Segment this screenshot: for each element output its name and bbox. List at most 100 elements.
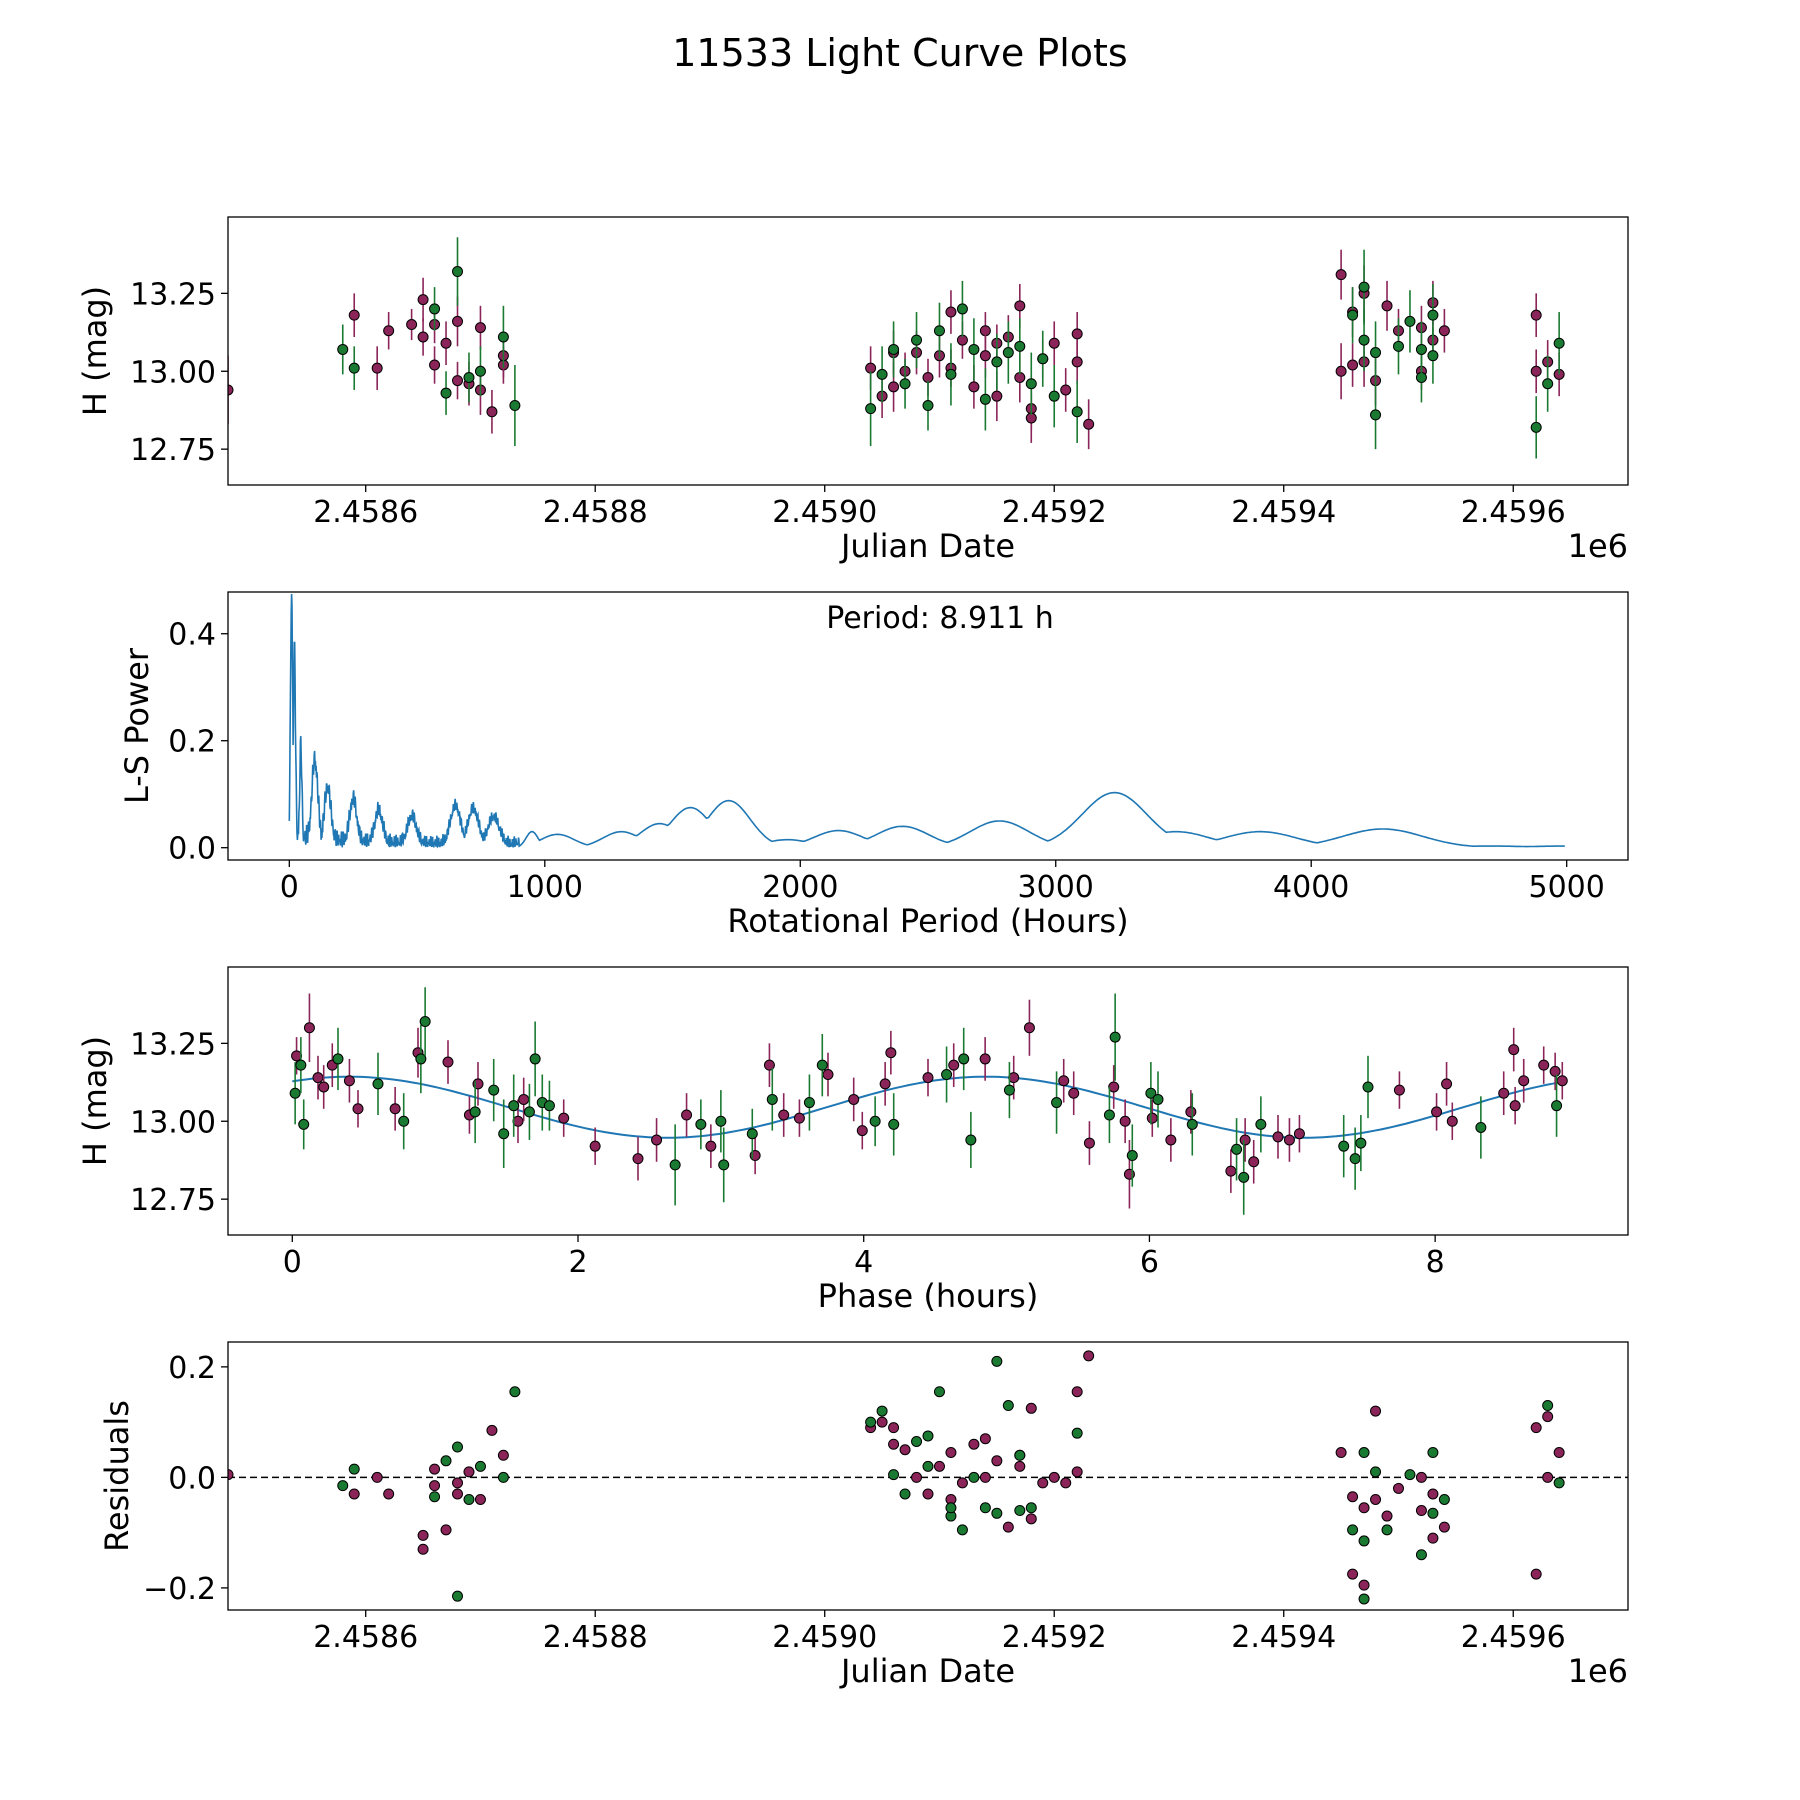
data-point [1551,1100,1563,1112]
data-point [1037,353,1049,365]
data-point [463,1493,475,1505]
data-point [417,294,429,306]
data-point [1404,315,1416,327]
x-tick-label: 2.4594 [1231,1620,1336,1655]
data-point [463,1466,475,1478]
data-point [1370,1493,1382,1505]
data-point [965,1134,977,1146]
data-point [991,356,1003,368]
data-point [1071,1427,1083,1439]
data-point [440,387,452,399]
data-point [1415,1471,1427,1483]
y-tick-label: 13.00 [130,355,216,390]
data-point [1002,1521,1014,1533]
y-tick-label: 13.25 [130,277,216,312]
x-axis-label: Rotational Period (Hours) [727,902,1128,940]
data-point [922,1430,934,1442]
y-tick-label: 13.00 [130,1105,216,1140]
data-point [1272,1131,1284,1143]
data-point [1538,1059,1550,1071]
x-tick-label: 4000 [1273,870,1349,905]
light-curve-panel: 2.4586 2.4588 2.4590 2.4592 2.4594 2.4596 12.7… [76,216,1629,565]
data-point [1025,1513,1037,1525]
data-point [1518,1075,1530,1087]
data-point [419,1016,431,1028]
y-tick-label: 0.0 [168,1461,216,1496]
data-point [922,1072,934,1084]
data-point [945,1502,957,1514]
data-point [303,1022,315,1034]
data-point [1347,359,1359,371]
data-point [429,1463,441,1475]
data-point [1255,1118,1267,1130]
data-point [695,1118,707,1130]
data-point [1370,1466,1382,1478]
data-point [452,1441,464,1453]
data-point [497,1449,509,1461]
data-point [885,1047,897,1059]
data-point [452,315,464,327]
data-point [1427,309,1439,321]
x-tick-label: 3000 [1018,870,1094,905]
data-point [1347,309,1359,321]
data-point [452,1590,464,1602]
data-point [498,1128,510,1140]
data-point [651,1134,663,1146]
data-point [1145,1087,1157,1099]
data-point [793,1112,805,1124]
data-point [991,1507,1003,1519]
data-point [1058,1075,1070,1087]
data-point [1165,1134,1177,1146]
data-point [869,1115,881,1127]
data-point [669,1159,681,1171]
data-point [332,1053,344,1065]
light-curve-frame [227,216,1629,486]
data-point [497,331,509,343]
data-point [968,1438,980,1450]
x-axis-label: Julian Date [839,1652,1015,1690]
data-point [1438,1521,1450,1533]
data-point [348,1463,360,1475]
data-point [888,1422,900,1434]
data-point [1358,1593,1370,1605]
data-point [979,393,991,405]
data-point [816,1059,828,1071]
data-point [945,306,957,318]
data-point [289,1087,301,1099]
data-point [1358,281,1370,293]
data-point [1152,1093,1164,1105]
data-point [941,1069,953,1081]
data-point [312,1072,324,1084]
data-point [509,400,521,412]
x-tick-label: 2.4588 [543,1620,648,1655]
data-point [1475,1121,1487,1133]
data-point [968,343,980,355]
y-tick-label: −0.2 [143,1572,216,1607]
data-point [968,1471,980,1483]
data-point [1431,1106,1443,1118]
data-point [991,1355,1003,1367]
data-point [856,1125,868,1137]
data-point [1060,1477,1072,1489]
data-point [1023,1022,1035,1034]
data-point [1392,340,1404,352]
data-point [956,1477,968,1489]
filter-1-series [291,993,1568,1209]
data-point [1025,378,1037,390]
data-point [1530,1422,1542,1434]
residuals-panel: 2.4586 2.4588 2.4590 2.4592 2.4594 2.4596 −0.2… [98,1341,1629,1690]
data-point [463,371,475,383]
data-point [1071,1386,1083,1398]
data-point [1427,350,1439,362]
y-tick-label: 0.4 [168,618,216,653]
data-point [1083,418,1095,430]
data-point [1119,1115,1131,1127]
data-point [486,406,498,418]
data-point [1358,334,1370,346]
data-point [474,1460,486,1472]
data-point [1415,343,1427,355]
data-point [1549,1065,1561,1077]
light-curve-plot-area [228,237,1565,459]
data-point [1238,1171,1250,1183]
data-point [298,1118,310,1130]
